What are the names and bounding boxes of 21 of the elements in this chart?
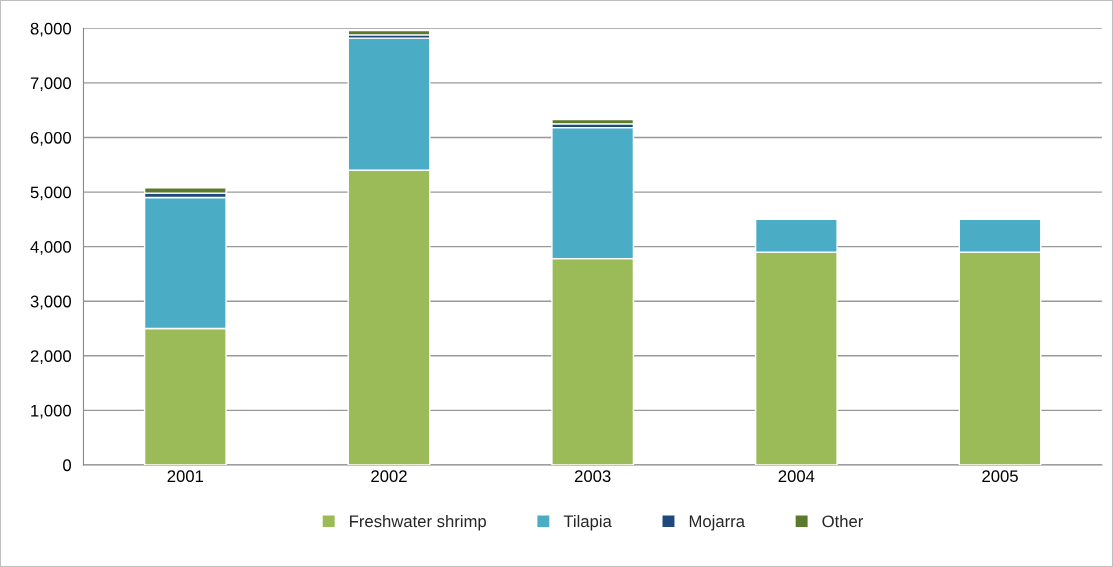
y-tick-label: 4,000: [30, 241, 72, 255]
y-tick-label: 3,000: [30, 295, 72, 310]
x-tick-label: 2002: [371, 470, 407, 483]
bar: [143, 187, 227, 194]
y-tick-label: 8,000: [30, 22, 72, 37]
bar: [347, 29, 431, 36]
y-tick-label: 6,000: [30, 131, 72, 146]
x-tick-label: 2005: [982, 470, 1018, 483]
y-tick-label: 1,000: [31, 404, 72, 419]
x-tick-label: 2001: [167, 470, 204, 483]
x-tick-label: 2003: [574, 470, 611, 483]
y-tick-label: 0: [63, 459, 72, 472]
x-tick-label: 2004: [778, 470, 815, 483]
legend-label: Other: [822, 514, 864, 528]
legend-label: Freshwater shrimp: [350, 514, 486, 531]
y-tick-label: 7,000: [30, 77, 72, 92]
y-tick-label: 5,000: [30, 186, 72, 201]
legend-label: Mojarra: [689, 514, 745, 531]
y-tick-label: 2,000: [30, 350, 72, 364]
bar: [551, 118, 635, 125]
legend-label: Tilapia: [563, 514, 612, 531]
